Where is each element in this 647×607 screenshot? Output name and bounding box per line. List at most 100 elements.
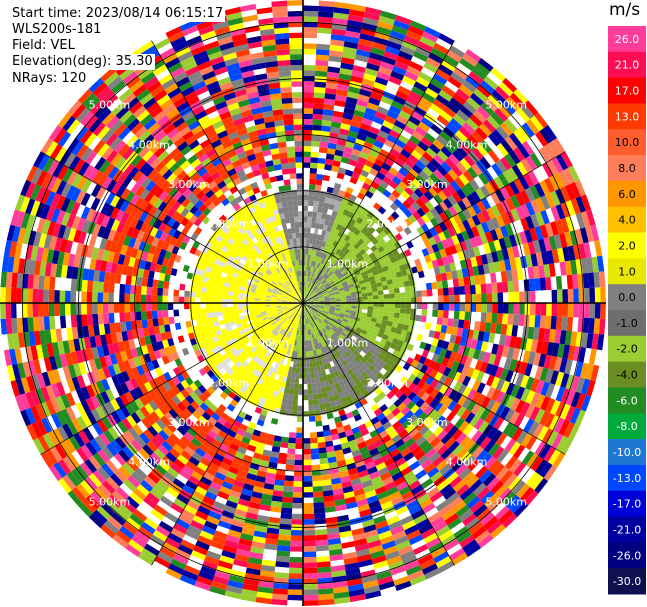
velocity-gate: [226, 447, 237, 457]
velocity-gate: [248, 501, 261, 510]
velocity-gate: [317, 157, 326, 165]
velocity-gate: [394, 233, 403, 242]
velocity-gate: [248, 366, 256, 374]
velocity-gate: [551, 342, 560, 357]
velocity-gate: [472, 349, 481, 360]
velocity-gate: [241, 436, 251, 445]
velocity-gate: [452, 381, 463, 393]
velocity-gate: [407, 25, 425, 37]
velocity-gate: [286, 404, 293, 411]
velocity-gate: [366, 258, 374, 266]
velocity-gate: [76, 374, 86, 389]
velocity-gate: [230, 379, 239, 388]
velocity-gate: [545, 398, 556, 414]
velocity-gate: [135, 311, 142, 321]
velocity-gate: [253, 332, 260, 338]
velocity-gate: [386, 486, 399, 496]
velocity-gate: [329, 257, 335, 264]
velocity-gate: [327, 349, 333, 357]
velocity-gate: [366, 350, 374, 358]
velocity-gate: [352, 483, 364, 492]
velocity-gate: [225, 339, 233, 347]
velocity-gate: [291, 310, 296, 316]
velocity-gate: [318, 283, 324, 289]
velocity-gate: [306, 306, 312, 311]
velocity-gate: [220, 328, 228, 335]
velocity-gate: [465, 475, 479, 488]
velocity-gate: [539, 462, 553, 478]
velocity-gate: [309, 317, 313, 323]
velocity-gate: [328, 203, 335, 211]
velocity-gate: [320, 185, 328, 192]
velocity-gate: [284, 311, 290, 315]
velocity-gate: [474, 62, 491, 76]
velocity-gate: [565, 374, 575, 390]
velocity-gate: [298, 313, 301, 319]
velocity-gate: [310, 291, 316, 296]
velocity-gate: [367, 57, 382, 67]
velocity-gate: [20, 377, 31, 394]
velocity-gate: [190, 319, 198, 327]
velocity-gate: [276, 305, 282, 308]
velocity-gate: [312, 295, 318, 299]
velocity-gate: [289, 383, 295, 390]
velocity-gate: [333, 370, 340, 378]
velocity-gate: [494, 484, 509, 499]
velocity-gate: [407, 413, 418, 424]
velocity-gate: [525, 390, 536, 405]
velocity-gate: [296, 329, 299, 336]
velocity-gate: [271, 360, 277, 368]
velocity-gate: [453, 310, 460, 320]
velocity-gate: [211, 390, 220, 400]
velocity-gate: [326, 269, 332, 275]
velocity-gate: [190, 519, 204, 531]
velocity-gate: [371, 452, 382, 462]
velocity-gate: [396, 114, 409, 125]
velocity-gate: [164, 411, 175, 423]
velocity-gate: [390, 236, 399, 245]
velocity-gate: [425, 418, 436, 430]
velocity-gate: [221, 550, 236, 560]
velocity-gate: [384, 139, 395, 149]
velocity-gate: [296, 307, 301, 313]
velocity-gate: [242, 483, 254, 492]
velocity-gate: [316, 319, 322, 325]
velocity-gate: [326, 362, 332, 369]
velocity-gate: [274, 430, 283, 437]
velocity-gate: [525, 338, 533, 352]
velocity-gate: [241, 488, 253, 497]
velocity-gate: [379, 61, 395, 71]
velocity-gate: [308, 303, 314, 306]
velocity-gate: [368, 364, 376, 372]
velocity-gate: [388, 75, 403, 86]
velocity-gate: [199, 402, 209, 412]
velocity-gate: [312, 321, 317, 328]
velocity-gate: [421, 335, 429, 344]
velocity-gate: [194, 510, 209, 521]
velocity-gate: [328, 279, 334, 284]
velocity-gate: [319, 136, 330, 143]
velocity-gate: [309, 367, 315, 373]
velocity-gate: [406, 529, 421, 541]
velocity-gate: [318, 307, 324, 310]
velocity-gate: [389, 298, 395, 303]
velocity-gate: [389, 307, 395, 313]
velocity-gate: [486, 166, 499, 180]
velocity-gate: [337, 285, 344, 290]
velocity-gate: [529, 152, 542, 168]
velocity-gate: [512, 347, 520, 361]
velocity-gate: [303, 519, 315, 525]
velocity-gate: [294, 306, 299, 310]
velocity-gate: [125, 496, 140, 510]
velocity-gate: [498, 81, 514, 97]
velocity-gate: [521, 122, 536, 138]
velocity-gate: [322, 291, 329, 296]
velocity-gate: [442, 310, 449, 319]
velocity-gate: [187, 441, 199, 452]
velocity-gate: [325, 324, 332, 330]
velocity-gate: [171, 351, 180, 361]
velocity-gate: [498, 509, 514, 525]
velocity-gate: [303, 0, 319, 6]
velocity-gate: [308, 184, 316, 190]
velocity-gate: [345, 325, 352, 331]
